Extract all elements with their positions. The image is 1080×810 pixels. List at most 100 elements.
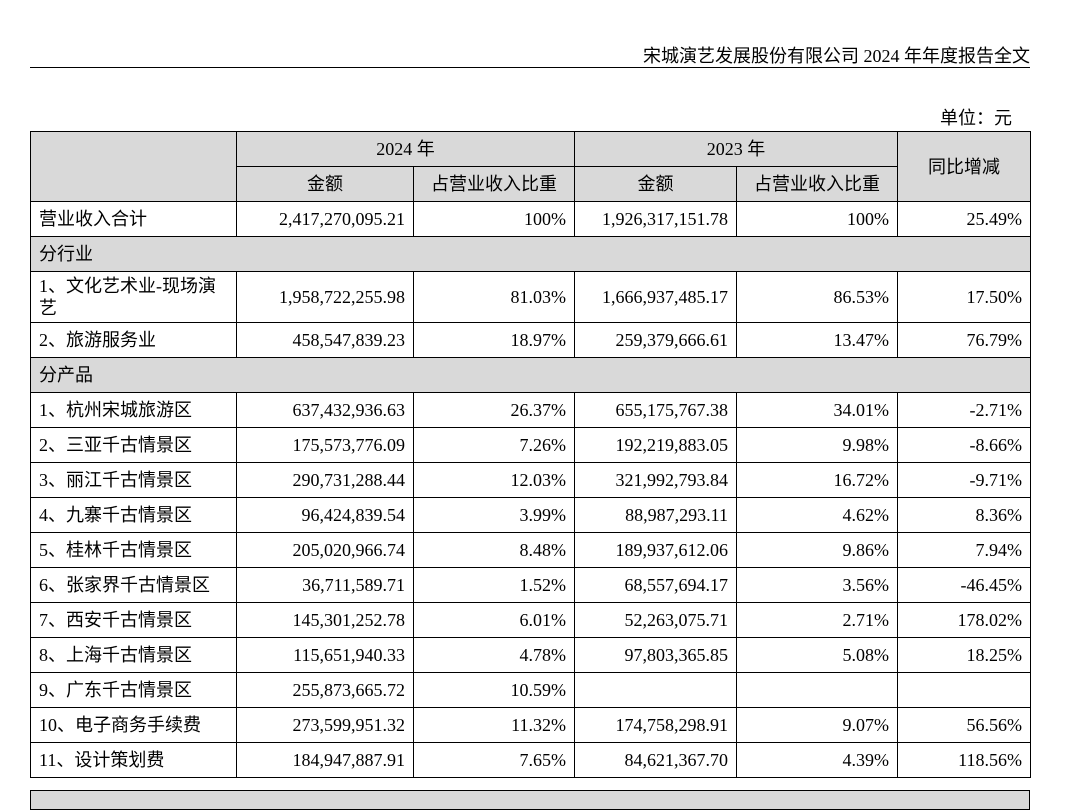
cell: 4.78%	[413, 637, 575, 673]
cell: 290,731,288.44	[236, 462, 414, 498]
data-row: 9、广东千古情景区 255,873,665.72 10.59%	[30, 672, 1031, 708]
cell: 205,020,966.74	[236, 532, 414, 568]
cell: 100%	[736, 201, 898, 237]
cell: 52,263,075.71	[574, 602, 737, 638]
row-label: 1、杭州宋城旅游区	[30, 392, 237, 428]
cell: 84,621,367.70	[574, 742, 737, 778]
cell: 7.94%	[897, 532, 1031, 568]
cell: 25.49%	[897, 201, 1031, 237]
data-row: 3、丽江千古情景区 290,731,288.44 12.03% 321,992,793…	[30, 462, 1031, 498]
row-label: 4、九寨千古情景区	[30, 497, 237, 533]
row-label: 6、张家界千古情景区	[30, 567, 237, 603]
cell: 255,873,665.72	[236, 672, 414, 708]
cell: 81.03%	[413, 271, 575, 323]
data-row: 7、西安千古情景区 145,301,252.78 6.01% 52,263,075.7…	[30, 602, 1031, 638]
cell: -46.45%	[897, 567, 1031, 603]
row-label: 2、旅游服务业	[30, 322, 237, 358]
cell: 9.86%	[736, 532, 898, 568]
row-label: 2、三亚千古情景区	[30, 427, 237, 463]
data-row: 4、九寨千古情景区 96,424,839.54 3.99% 88,987,293.11…	[30, 497, 1031, 533]
cell: 9.07%	[736, 707, 898, 743]
cell: 7.26%	[413, 427, 575, 463]
row-label: 11、设计策划费	[30, 742, 237, 778]
cell: 3.56%	[736, 567, 898, 603]
cell: 1.52%	[413, 567, 575, 603]
cell	[574, 672, 737, 708]
cell: 100%	[413, 201, 575, 237]
cell: 9.98%	[736, 427, 898, 463]
cell: 145,301,252.78	[236, 602, 414, 638]
corner-cell	[30, 131, 237, 202]
data-row: 5、桂林千古情景区 205,020,966.74 8.48% 189,937,612.…	[30, 532, 1031, 568]
cell: 2,417,270,095.21	[236, 201, 414, 237]
year-header: 2024 年	[236, 131, 575, 167]
cell: 13.47%	[736, 322, 898, 358]
cell: 4.39%	[736, 742, 898, 778]
cell: 16.72%	[736, 462, 898, 498]
cell: 178.02%	[897, 602, 1031, 638]
cell: 97,803,365.85	[574, 637, 737, 673]
data-row: 2、旅游服务业 458,547,839.23 18.97% 259,379,666.6…	[30, 322, 1031, 358]
cell: -8.66%	[897, 427, 1031, 463]
data-row: 8、上海千古情景区 115,651,940.33 4.78% 97,803,365.8…	[30, 637, 1031, 673]
cell: 17.50%	[897, 271, 1031, 323]
cell: 5.08%	[736, 637, 898, 673]
section-label: 分产品	[30, 357, 1031, 393]
sub-header: 占营业收入比重	[736, 166, 898, 202]
row-label: 3、丽江千古情景区	[30, 462, 237, 498]
section-row: 分产品	[30, 357, 1031, 393]
section-label: 分行业	[30, 236, 1031, 272]
data-row: 10、电子商务手续费 273,599,951.32 11.32% 174,758,29…	[30, 707, 1031, 743]
cell: 2.71%	[736, 602, 898, 638]
cell: 4.62%	[736, 497, 898, 533]
section-row: 分行业	[30, 236, 1031, 272]
cell: 8.36%	[897, 497, 1031, 533]
cell: 26.37%	[413, 392, 575, 428]
cell: 88,987,293.11	[574, 497, 737, 533]
row-label: 10、电子商务手续费	[30, 707, 237, 743]
data-row: 1、杭州宋城旅游区 637,432,936.63 26.37% 655,175,767…	[30, 392, 1031, 428]
cell: 637,432,936.63	[236, 392, 414, 428]
unit-label: 单位：元	[940, 108, 1012, 128]
cell: 174,758,298.91	[574, 707, 737, 743]
cell: 273,599,951.32	[236, 707, 414, 743]
data-row: 11、设计策划费 184,947,887.91 7.65% 84,621,367.70…	[30, 742, 1031, 778]
cell: -2.71%	[897, 392, 1031, 428]
sub-header: 金额	[574, 166, 737, 202]
next-row	[30, 790, 1030, 810]
report-title: 宋城演艺发展股份有限公司 2024 年年度报告全文	[643, 46, 1030, 66]
cell: 1,958,722,255.98	[236, 271, 414, 323]
cell: 10.59%	[413, 672, 575, 708]
row-label: 8、上海千古情景区	[30, 637, 237, 673]
row-label: 5、桂林千古情景区	[30, 532, 237, 568]
cell: 3.99%	[413, 497, 575, 533]
cell: 56.56%	[897, 707, 1031, 743]
cell: 7.65%	[413, 742, 575, 778]
cell: 458,547,839.23	[236, 322, 414, 358]
cell: 36,711,589.71	[236, 567, 414, 603]
cell: 189,937,612.06	[574, 532, 737, 568]
cell: 76.79%	[897, 322, 1031, 358]
data-row: 2、三亚千古情景区 175,573,776.09 7.26% 192,219,883.…	[30, 427, 1031, 463]
cell: 259,379,666.61	[574, 322, 737, 358]
row-label: 营业收入合计	[30, 201, 237, 237]
cell: 86.53%	[736, 271, 898, 323]
row-label: 7、西安千古情景区	[30, 602, 237, 638]
cell: 118.56%	[897, 742, 1031, 778]
cell: -9.71%	[897, 462, 1031, 498]
cell: 321,992,793.84	[574, 462, 737, 498]
cell: 11.32%	[413, 707, 575, 743]
yoy-header: 同比增减	[897, 131, 1031, 202]
revenue-table: 2024 年 2023 年 同比增减 金额 占营业收入比重 金额 占营业收入比重 营业…	[30, 131, 1031, 778]
cell: 6.01%	[413, 602, 575, 638]
cell: 18.25%	[897, 637, 1031, 673]
cell: 1,666,937,485.17	[574, 271, 737, 323]
data-row: 营业收入合计 2,417,270,095.21 100% 1,926,317,151.…	[30, 201, 1031, 237]
sub-header: 金额	[236, 166, 414, 202]
cell: 1,926,317,151.78	[574, 201, 737, 237]
cell: 18.97%	[413, 322, 575, 358]
cell: 115,651,940.33	[236, 637, 414, 673]
cell: 96,424,839.54	[236, 497, 414, 533]
cell: 192,219,883.05	[574, 427, 737, 463]
cell: 34.01%	[736, 392, 898, 428]
